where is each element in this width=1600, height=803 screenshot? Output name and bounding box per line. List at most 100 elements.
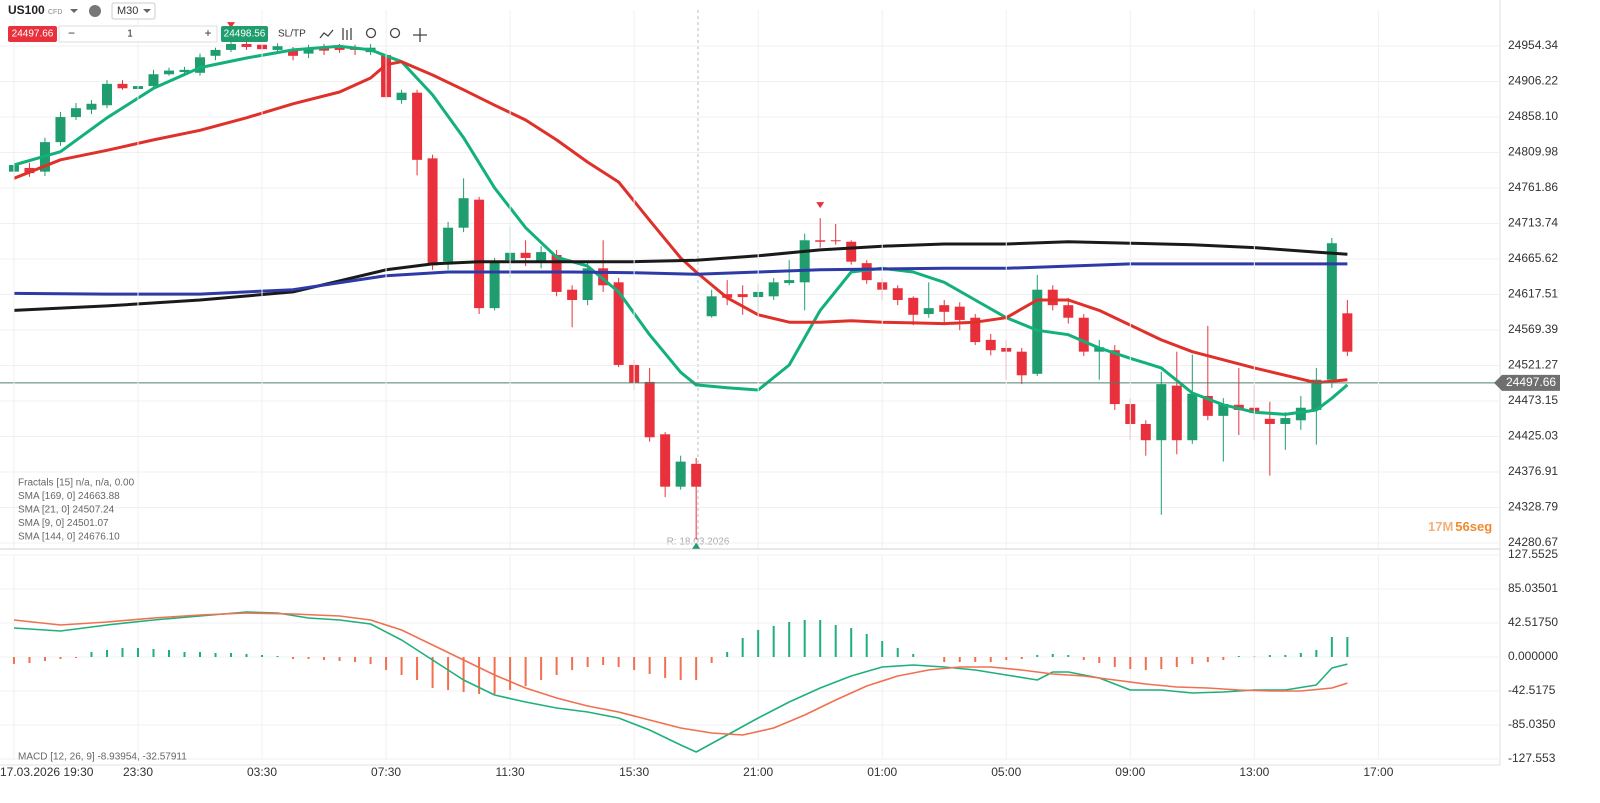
candle-body (210, 49, 221, 56)
candle-body (334, 47, 345, 50)
sell-button[interactable] (8, 26, 57, 42)
histogram-bar (431, 656, 434, 689)
candle-body (1280, 418, 1291, 424)
histogram-bar (788, 621, 791, 657)
candle-body (691, 463, 702, 487)
line-tool[interactable] (319, 29, 334, 39)
histogram-bar (1129, 656, 1132, 669)
crosshair-label: R: 18.03.2026 (667, 537, 730, 548)
decrease[interactable]: − (68, 26, 75, 40)
sell-price[interactable]: 24497.66 (12, 29, 54, 40)
histogram-bar (1020, 656, 1023, 659)
histogram-bar (74, 656, 77, 659)
histogram-bar (896, 647, 899, 657)
macd-label: MACD [12, 26, 9] -8.93954, -32.57911 (18, 752, 187, 763)
indicator-label: SMA [144, 0] 24676.10 (18, 532, 120, 543)
symbol[interactable]: US100 (8, 3, 45, 17)
histogram-bar (1067, 655, 1070, 657)
dropdown[interactable] (70, 9, 78, 13)
histogram-bar (850, 627, 853, 657)
candle-body (985, 339, 996, 351)
candle-body (892, 288, 903, 301)
y-tick-label: 24858.10 (1508, 109, 1558, 123)
histogram-bar (307, 656, 310, 659)
histogram-bar (1191, 656, 1194, 665)
candle-body (768, 282, 779, 297)
moving-average (13, 44, 1349, 416)
market: CFD (48, 9, 62, 16)
fractal-marker (816, 202, 825, 209)
histogram-bar (385, 656, 388, 671)
histogram-bar (633, 656, 636, 671)
histogram-bar (912, 653, 915, 657)
move-tool[interactable] (413, 28, 427, 42)
candle-body (288, 49, 299, 56)
candle-body (1156, 384, 1167, 441)
quantity-box (58, 25, 218, 43)
histogram-bar (726, 651, 729, 657)
macd-line (13, 612, 1348, 736)
y-tick-label: 24906.22 (1508, 74, 1558, 88)
histogram-bar (1222, 656, 1225, 661)
indicator-label: SMA [21, 0] 24507.24 (18, 505, 115, 516)
info-icon[interactable] (89, 5, 101, 17)
indicator-label: SMA [169, 0] 24663.88 (18, 491, 120, 502)
x-tick-label: 17.03.2026 19:30 (0, 765, 94, 779)
y-tick-label: 127.5525 (1508, 547, 1558, 561)
x-tick-label: 13:00 (1239, 765, 1269, 779)
y-tick-label: 24425.03 (1508, 429, 1558, 443)
histogram-bar (943, 656, 946, 663)
histogram-bar (834, 625, 837, 657)
histogram-bar (183, 651, 186, 657)
histogram-bar (12, 656, 15, 665)
moving-average (13, 262, 1348, 296)
zoom-out[interactable] (365, 27, 377, 39)
histogram-bar (90, 651, 93, 657)
quantity[interactable]: 1 (127, 29, 133, 40)
histogram-bar (1237, 655, 1240, 657)
candle-body (1187, 393, 1198, 441)
histogram-bar (214, 653, 217, 657)
sltp[interactable]: SL/TP (278, 29, 306, 40)
histogram-bar (1175, 656, 1178, 667)
y-tick-label: 24473.15 (1508, 393, 1558, 407)
histogram-bar (617, 656, 620, 667)
candle-body (1109, 350, 1120, 405)
candle-body (567, 289, 578, 301)
histogram-bar (571, 656, 574, 671)
fractal-marker (692, 542, 701, 549)
candle-body (970, 317, 981, 343)
histogram-bar (1284, 655, 1287, 657)
indicator-label: Fractals [15] n/a, n/a, 0.00 (18, 478, 135, 489)
candle-body (1171, 385, 1182, 441)
histogram-bar (369, 656, 372, 665)
x-tick-label: 05:00 (991, 765, 1021, 779)
y-tick-label: 24569.39 (1508, 322, 1558, 336)
increase[interactable]: + (204, 26, 211, 40)
candle-body (1202, 395, 1213, 416)
y-tick-label: 42.51750 (1508, 615, 1558, 629)
histogram-bar (1144, 656, 1147, 671)
timeframe[interactable]: M30 (117, 5, 138, 17)
histogram-bar (1160, 656, 1163, 669)
histogram-bar (772, 625, 775, 657)
timeframe-box[interactable] (111, 2, 156, 20)
candle-body (1295, 407, 1306, 421)
indicator-label: SMA [9, 0] 24501.07 (18, 518, 109, 529)
zoom-in[interactable] (389, 27, 401, 39)
histogram-bar (1005, 656, 1008, 661)
candle-body (954, 306, 965, 320)
buy-button[interactable] (221, 26, 268, 42)
histogram-bar (261, 655, 264, 657)
histogram-bar (1051, 653, 1054, 657)
candle-tool[interactable] (342, 28, 352, 40)
histogram-bar (462, 656, 465, 693)
candle-body (412, 92, 423, 160)
candle-body (644, 381, 655, 438)
buy-price[interactable]: 24498.56 (224, 29, 266, 40)
candle-body (520, 252, 531, 258)
candle-body (86, 103, 97, 110)
candle-body (1047, 289, 1058, 306)
y-tick-label: 24761.86 (1508, 180, 1558, 194)
